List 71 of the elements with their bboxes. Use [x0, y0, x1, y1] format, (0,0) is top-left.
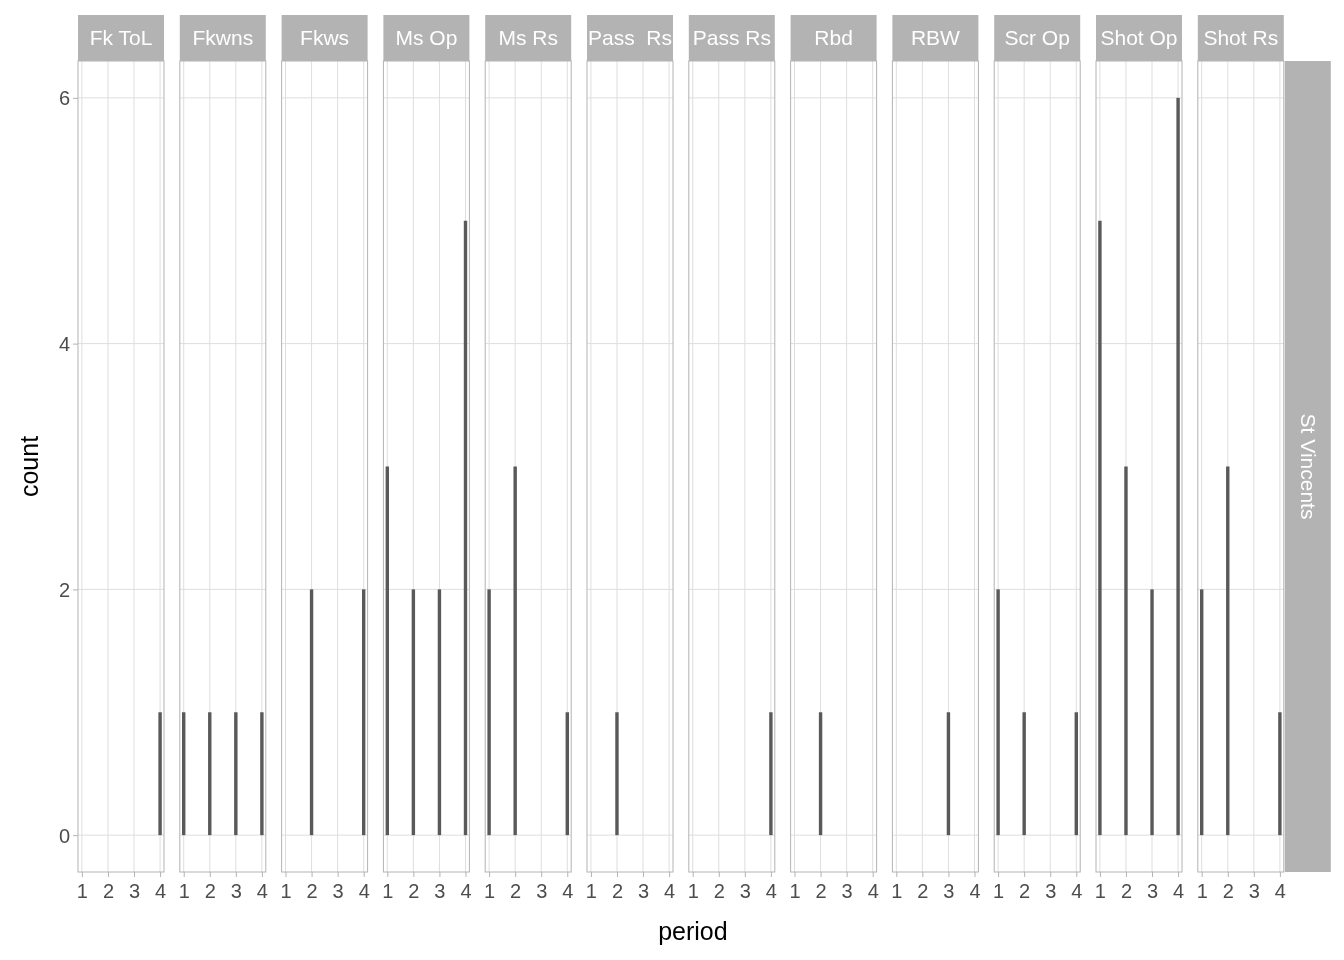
- x-tick-label: 3: [332, 880, 344, 902]
- x-tick-label: 2: [815, 880, 827, 902]
- x-tick-label: 1: [687, 880, 699, 902]
- x-tick-label: 3: [536, 880, 548, 902]
- x-tick-label: 1: [789, 880, 801, 902]
- x-tick-label: 2: [204, 880, 216, 902]
- chart-title: Pass Rs: [587, 26, 673, 49]
- x-tick-label: 4: [358, 880, 370, 902]
- x-tick-label: 2: [917, 880, 929, 902]
- x-tick-label: 1: [1094, 880, 1106, 902]
- chart-title: Shot Rs: [1203, 26, 1279, 49]
- x-tick-label: 2: [102, 880, 115, 902]
- x-tick-label: 2: [1120, 880, 1133, 902]
- x-tick-label: 4: [256, 880, 268, 902]
- chart-title: Rbd: [814, 26, 853, 49]
- y-tick-label: 2: [58, 578, 70, 601]
- bar: [1150, 589, 1154, 836]
- x-tick-label: 2: [510, 880, 522, 902]
- chart-title: Fkwns: [192, 26, 254, 49]
- x-tick-label: 2: [713, 880, 725, 902]
- x-tick-label: 3: [637, 880, 650, 902]
- x-tick-label: 1: [280, 880, 292, 902]
- chart-title: Fk ToL: [89, 26, 153, 49]
- x-tick-label: 4: [867, 880, 879, 902]
- y-tick-label: 4: [58, 333, 70, 356]
- x-tick-label: 4: [969, 880, 981, 902]
- bar: [1124, 466, 1128, 836]
- chart-title: Ms Rs: [498, 26, 558, 49]
- x-tick-label: 1: [993, 880, 1005, 902]
- x-tick-label: 4: [1071, 880, 1083, 902]
- y-tick-label: 0: [58, 824, 70, 847]
- x-tick-label: 4: [460, 880, 472, 902]
- x-tick-label: 4: [1274, 880, 1286, 902]
- x-tick-label: 3: [739, 880, 751, 902]
- x-tick-label: 4: [155, 880, 167, 902]
- x-tick-label: 1: [382, 880, 394, 902]
- chart-title: RBW: [910, 26, 961, 49]
- x-tick-label: 1: [1196, 880, 1208, 902]
- x-tick-label: 1: [585, 880, 597, 902]
- x-tick-label: 2: [1222, 880, 1234, 902]
- x-tick-label: 2: [611, 880, 624, 902]
- x-tick-label: 3: [841, 880, 853, 902]
- x-tick-label: 3: [1045, 880, 1057, 902]
- x-tick-label: 4: [1173, 880, 1185, 902]
- x-tick-label: 1: [76, 880, 88, 902]
- chart-title: Fkws: [300, 26, 350, 49]
- x-tick-label: 1: [484, 880, 496, 902]
- x-tick-label: 2: [1019, 880, 1031, 902]
- x-tick-label: 3: [943, 880, 955, 902]
- x-tick-label: 3: [230, 880, 242, 902]
- x-tick-label: 3: [1146, 880, 1159, 902]
- x-tick-label: 4: [562, 880, 574, 902]
- chart-title: Pass Rs: [692, 26, 771, 49]
- bar: [1176, 97, 1180, 836]
- x-tick-label: 2: [306, 880, 318, 902]
- x-tick-label: 3: [1248, 880, 1260, 902]
- chart-title: Ms Op: [395, 26, 458, 49]
- y-tick-label: 6: [58, 87, 70, 110]
- text: St Vincents: [1296, 413, 1320, 520]
- x-tick-label: 4: [765, 880, 777, 902]
- x-tick-label: 3: [128, 880, 141, 902]
- y-axis-title: count: [15, 435, 43, 498]
- x-tick-label: 4: [664, 880, 676, 902]
- chart-title: Scr Op: [1004, 26, 1070, 49]
- chart-title: Shot Op: [1100, 26, 1178, 49]
- bar: [1098, 220, 1102, 836]
- x-axis-title: period: [658, 917, 728, 945]
- x-tick-label: 1: [891, 880, 903, 902]
- x-tick-label: 3: [434, 880, 446, 902]
- x-tick-label: 1: [178, 880, 190, 902]
- x-tick-label: 2: [408, 880, 420, 902]
